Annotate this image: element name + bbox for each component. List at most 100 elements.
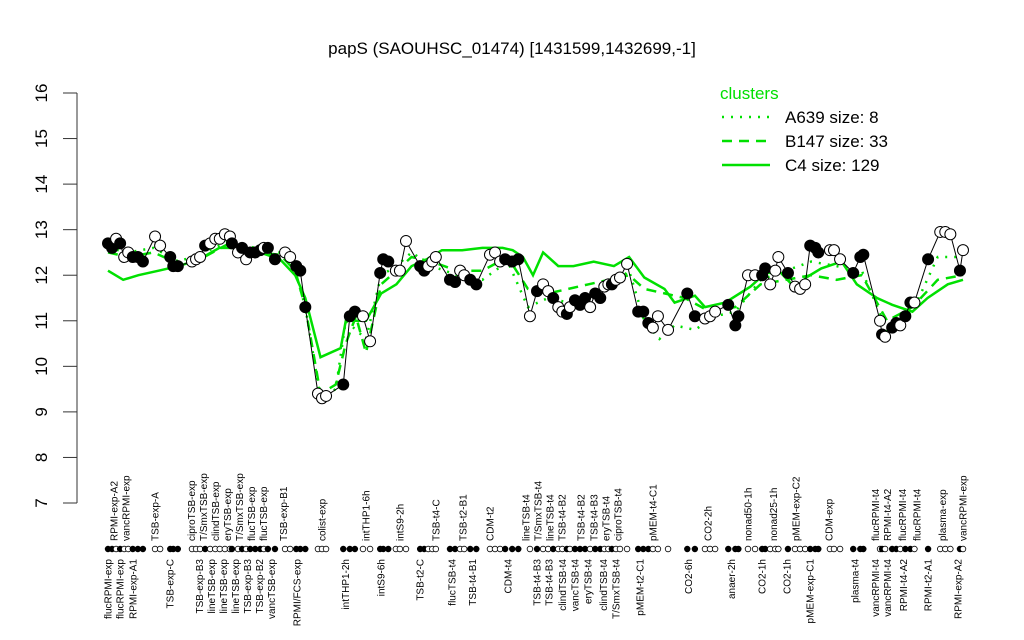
- y-tick-label: 12: [32, 266, 51, 285]
- data-point-filled: [594, 292, 607, 304]
- data-point-open: [613, 271, 626, 284]
- rug-point: [473, 545, 480, 553]
- x-label-top: T/SmxTSB-t4: [533, 481, 544, 541]
- data-point-open: [284, 251, 297, 263]
- x-label-bottom: TSB-t4-B1: [468, 559, 479, 606]
- x-label-bottom: TSB-t4-B3: [545, 559, 556, 606]
- rug-point: [775, 545, 782, 553]
- data-point-open: [154, 239, 167, 252]
- data-point-filled: [953, 264, 966, 277]
- x-label-top: ciproTSB-exp: [187, 480, 198, 541]
- x-label-top: eryTSB-t4: [602, 496, 613, 541]
- x-label-bottom: intS9-6h: [377, 559, 388, 596]
- x-label-bottom: RPMI/FCS-exp: [293, 559, 304, 627]
- x-label-bottom: lineTSB-exp: [207, 559, 218, 614]
- data-point-filled: [382, 255, 395, 268]
- x-label-top: ciproTSB-t4: [614, 488, 625, 541]
- x-label-top: intTHP1-6h: [362, 490, 373, 541]
- data-point-filled: [337, 378, 350, 391]
- data-point-open: [874, 314, 887, 327]
- data-point-filled: [171, 260, 184, 273]
- x-label-top: eryTSB-exp: [223, 488, 234, 541]
- y-axis-ticks: 7 8 9 10 11 12 13 14 15 16: [32, 84, 77, 508]
- x-label-bottom: plasma-t4: [851, 559, 862, 603]
- x-label-top: plasma-exp: [938, 489, 949, 541]
- data-point-filled: [781, 266, 794, 279]
- rug-point: [924, 545, 932, 553]
- chart-title: papS (SAOUHSC_01474) [1431599,1432699,-1…: [328, 39, 696, 58]
- x-label-top: TSB-exp-B1: [279, 486, 290, 541]
- x-label-bottom: CO2-1h: [782, 559, 793, 594]
- x-label-bottom: CO2-1h: [758, 559, 769, 594]
- data-point-filled: [681, 287, 694, 300]
- x-label-top: flucTSB-exp: [247, 486, 258, 541]
- data-point-filled: [268, 253, 281, 266]
- x-label-top: RPMI-t4-A2: [883, 488, 894, 541]
- series-line-dashed: [107, 241, 964, 396]
- x-label-top: nonad25-1h: [769, 488, 780, 541]
- x-label-bottom: pMEM-t2-C1: [636, 559, 647, 616]
- rug-point: [385, 545, 392, 553]
- data-point-open: [709, 305, 722, 318]
- data-point-open: [894, 319, 907, 332]
- data-point-open: [957, 244, 969, 257]
- x-label-bottom: lineTSB-exp: [219, 559, 230, 614]
- rug-point: [881, 545, 889, 553]
- x-label-bottom: RPMI-exp-A2: [953, 559, 964, 619]
- x-label-bottom: flucTSB-t4: [448, 559, 459, 606]
- x-label-top: CO2-2h: [704, 506, 715, 541]
- data-point-open: [764, 278, 777, 291]
- rug-point: [402, 545, 410, 553]
- rug-point: [623, 545, 631, 553]
- x-label-bottom: CDM-t4: [504, 559, 515, 594]
- x-label-bottom: vancTSB-t4: [571, 559, 582, 612]
- x-label-top: flucRPMI-t4: [898, 488, 909, 541]
- data-point-filled: [261, 241, 274, 254]
- x-label-top: flucRPMI-t4: [871, 488, 882, 541]
- data-point-open: [429, 251, 442, 263]
- data-point-filled: [688, 310, 701, 323]
- data-point-filled: [722, 298, 735, 311]
- x-label-bottom: flucRPMI-exp: [104, 559, 115, 619]
- x-label-bottom: clindTSB-t4: [558, 559, 569, 611]
- data-point-filled: [637, 305, 650, 318]
- rug-point: [396, 545, 404, 553]
- rug-point: [654, 545, 662, 553]
- x-label-top: TSB-t4-B2: [577, 494, 588, 541]
- rug-point: [751, 545, 759, 553]
- data-point-open: [393, 264, 406, 277]
- data-point-open: [194, 251, 207, 263]
- data-point-open: [879, 330, 892, 343]
- x-label-bottom: TSB-exp-B3: [195, 559, 206, 614]
- data-point-filled: [579, 292, 592, 304]
- rug-point: [744, 545, 752, 553]
- data-point-open: [399, 235, 412, 248]
- x-label-top: pMEM-t4-C1: [648, 484, 659, 541]
- x-label-top: lineTSB-t4: [521, 494, 532, 541]
- cluster-lines: [107, 239, 964, 401]
- rug-point: [725, 545, 732, 553]
- data-point-open: [799, 278, 812, 291]
- data-point-open: [584, 301, 597, 314]
- x-label-top: flucTSB-exp: [259, 486, 270, 541]
- x-label-bottom: intTHP1-2h: [341, 559, 352, 610]
- x-label-bottom: lineTSB-exp: [231, 559, 242, 614]
- x-label-bottom: CO2-6h: [684, 559, 695, 594]
- rug-point: [784, 545, 792, 553]
- data-point-filled: [732, 310, 745, 323]
- data-point-filled: [374, 266, 387, 279]
- x-label-top: TSB-t4-B2: [557, 494, 568, 541]
- rug-point: [359, 545, 367, 553]
- data-point-open: [834, 253, 847, 266]
- rug-point: [911, 545, 918, 553]
- rug-point: [526, 545, 534, 553]
- x-label-top: pMEM-exp-C2: [792, 476, 803, 541]
- rug-point: [509, 545, 516, 553]
- x-label-bottom: eryTSB-t4: [584, 559, 595, 604]
- data-point-open: [489, 246, 502, 259]
- legend-label: A639 size: 8: [785, 108, 879, 127]
- rug-points: [104, 545, 967, 553]
- data-point-filled: [899, 310, 912, 323]
- x-label-top: CDM-exp: [824, 498, 835, 541]
